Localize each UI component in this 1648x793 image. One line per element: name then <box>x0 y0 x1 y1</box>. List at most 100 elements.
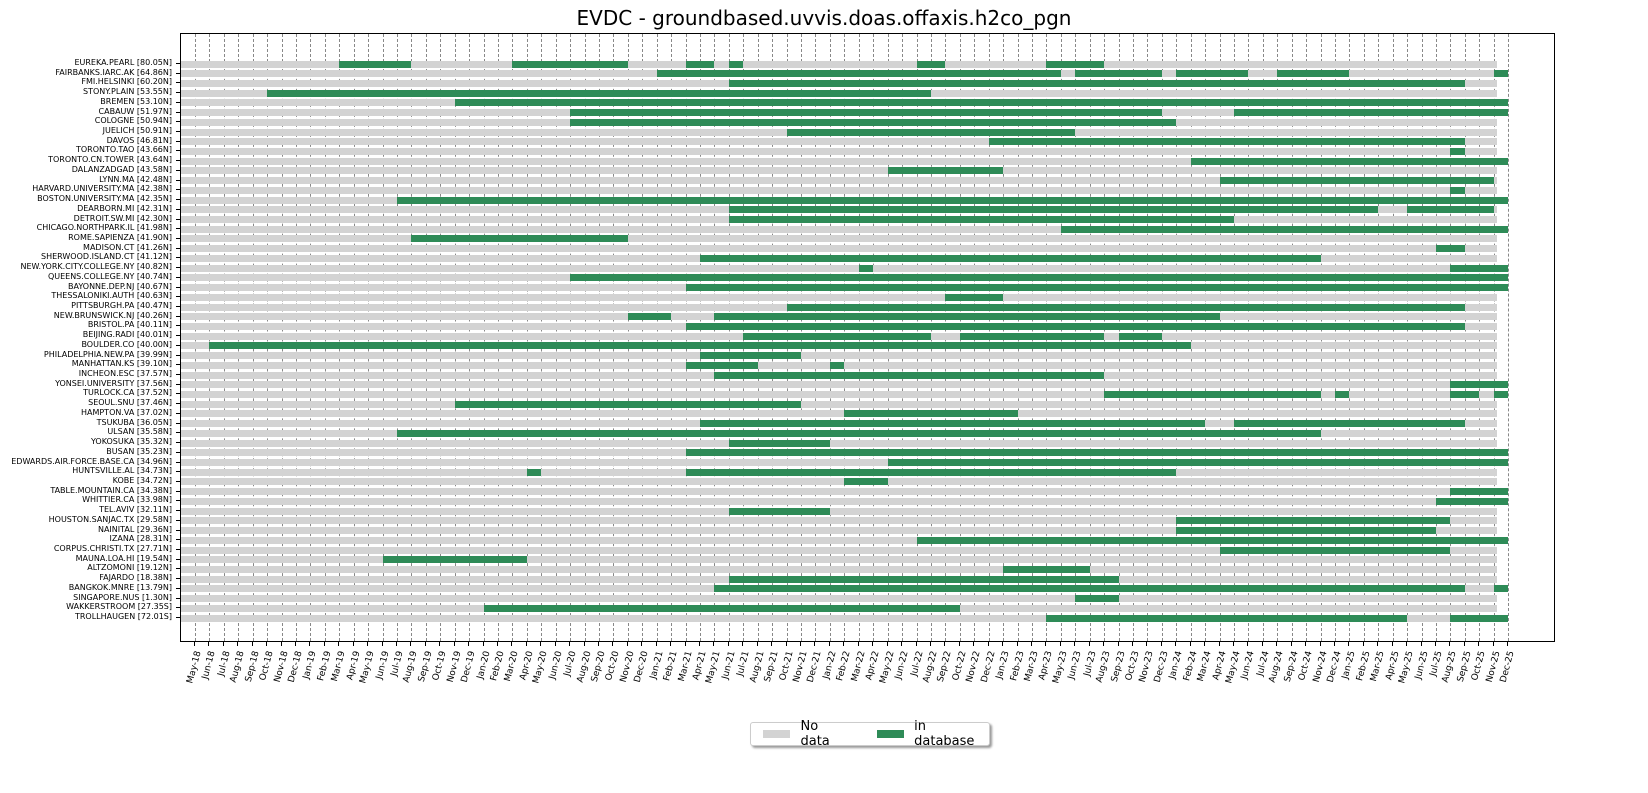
x-tick <box>1319 642 1321 646</box>
data-segment <box>945 293 1004 301</box>
station-label: TROLLHAUGEN [72.01S] <box>74 612 172 622</box>
data-segment <box>209 342 1191 350</box>
x-tick <box>1045 642 1047 646</box>
x-tick <box>915 642 917 646</box>
station-label: NAINITAL [29.36N] <box>97 524 172 534</box>
y-tick <box>176 383 180 385</box>
y-tick <box>176 607 180 609</box>
y-tick <box>176 189 180 191</box>
data-segment <box>627 313 672 321</box>
data-segment <box>1493 70 1509 78</box>
x-tick <box>323 642 325 646</box>
station-label: FMI.HELSINKI [60.20N] <box>81 77 172 87</box>
data-segment <box>397 429 1321 437</box>
x-tick <box>1362 642 1364 646</box>
y-tick <box>176 578 180 580</box>
data-segment <box>1176 527 1436 535</box>
row-no-data <box>181 390 1497 398</box>
data-segment <box>1407 206 1494 214</box>
row-no-data <box>181 527 1497 535</box>
x-tick <box>569 642 571 646</box>
station-label: BOSTON.UNIVERSITY.MA [42.35N] <box>37 194 172 204</box>
data-segment <box>887 459 1509 467</box>
row-no-data <box>181 536 1497 544</box>
data-segment <box>887 167 1004 175</box>
row-no-data <box>181 556 1497 564</box>
data-segment <box>685 449 1509 457</box>
x-tick <box>814 642 816 646</box>
x-tick <box>901 642 903 646</box>
x-tick <box>194 642 195 646</box>
x-tick <box>886 642 888 646</box>
station-label: TABLE.MOUNTAIN.CA [34.38N] <box>50 485 172 495</box>
data-segment <box>1003 565 1090 573</box>
station-label: HAMPTON.VA [37.02N] <box>80 407 172 417</box>
data-segment <box>714 313 1220 321</box>
x-tick <box>1189 642 1191 646</box>
data-segment <box>339 60 412 68</box>
station-label: DETROIT.SW.MI [42.30N] <box>73 213 172 223</box>
data-segment <box>685 284 1509 292</box>
data-segment <box>512 60 628 68</box>
row-no-data <box>181 595 1497 603</box>
y-tick <box>176 72 180 74</box>
data-segment <box>685 60 715 68</box>
y-tick <box>176 471 180 473</box>
x-tick <box>309 642 311 646</box>
x-tick <box>1160 642 1162 646</box>
row-no-data <box>181 400 1497 408</box>
y-tick <box>176 179 180 181</box>
x-tick <box>1059 642 1061 646</box>
row-no-data <box>181 507 1497 515</box>
row-no-data <box>181 478 1497 486</box>
x-tick <box>699 642 701 646</box>
station-label: EDWARDS.AIR.FORCE.BASE.CA [34.96N] <box>11 456 172 466</box>
station-label: CHICAGO.NORTHPARK.IL [41.98N] <box>36 223 172 233</box>
data-segment <box>743 332 931 340</box>
x-tick <box>1074 642 1076 646</box>
y-tick <box>176 101 180 103</box>
station-label: TEL.AVIV [32.11N] <box>99 505 172 515</box>
data-segment <box>728 575 1119 583</box>
y-tick <box>176 276 180 278</box>
station-label: WHITTIER.CA [33.98N] <box>82 495 172 505</box>
y-tick <box>176 306 180 307</box>
data-segment <box>916 60 946 68</box>
y-tick <box>176 218 180 220</box>
y-tick <box>176 519 180 521</box>
row-no-data <box>181 546 1497 554</box>
x-tick <box>612 642 614 646</box>
station-label: TORONTO.CN.TOWER [43.64N] <box>48 155 172 165</box>
x-tick <box>1406 642 1408 646</box>
x-tick <box>771 642 773 646</box>
station-label: CORPUS.CHRISTI.TX [27.71N] <box>53 544 172 553</box>
x-tick <box>843 642 845 646</box>
data-segment <box>1450 488 1509 496</box>
station-label: BUSAN [35.23N] <box>106 446 172 456</box>
x-tick <box>958 642 960 646</box>
x-tick <box>1449 642 1451 646</box>
station-label: QUEENS.COLLEGE.NY [40.74N] <box>47 271 172 281</box>
x-tick <box>1175 642 1177 646</box>
station-label: DALANZADGAD [43.58N] <box>71 164 172 174</box>
y-tick <box>176 315 180 317</box>
station-label: MAUNA.LOA.HI [19.54N] <box>75 553 172 563</box>
data-segment <box>1219 546 1451 554</box>
station-label: CABAUW [51.97N] <box>98 106 172 116</box>
data-segment <box>988 138 1465 146</box>
x-tick <box>1218 642 1220 646</box>
x-tick <box>511 642 513 646</box>
station-label: INCHEON.ESC [37.57N] <box>78 369 172 379</box>
y-tick <box>176 169 180 171</box>
y-tick <box>176 422 180 424</box>
data-segment <box>786 303 1465 311</box>
data-segment <box>714 585 1465 593</box>
y-tick <box>176 286 180 288</box>
x-tick <box>1463 642 1465 646</box>
x-tick <box>655 642 657 646</box>
row-no-data <box>181 410 1497 418</box>
x-tick <box>1420 642 1422 646</box>
data-segment <box>700 352 802 360</box>
data-segment <box>1450 390 1480 398</box>
station-label: NEW.BRUNSWICK.NJ [40.26N] <box>53 310 172 320</box>
